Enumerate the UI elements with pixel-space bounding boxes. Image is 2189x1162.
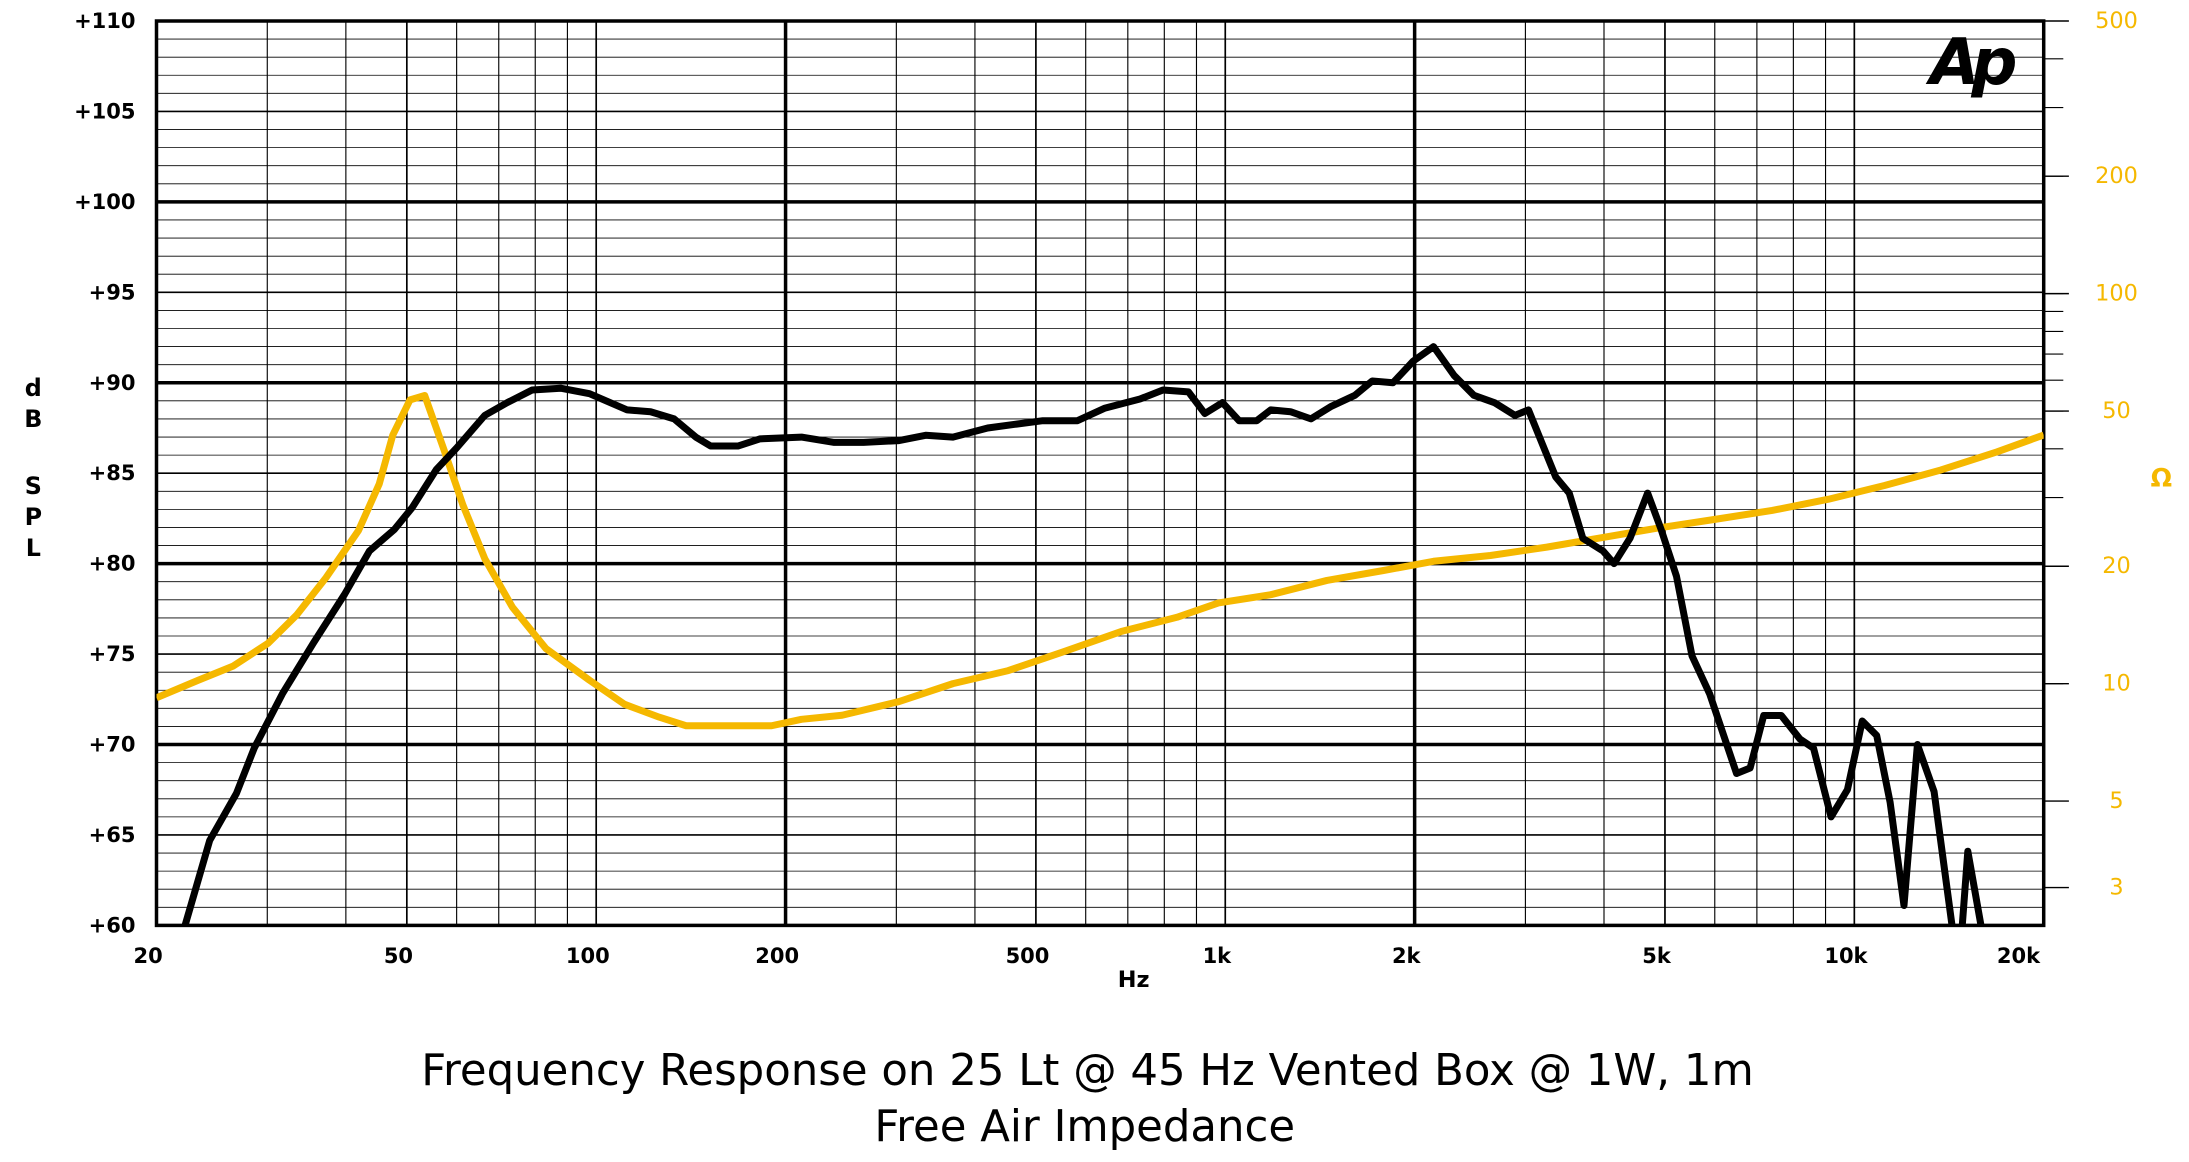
series-line — [156, 392, 2044, 730]
y-tick-label: +100 — [74, 190, 135, 214]
x-tick-label: 5k — [1642, 944, 1672, 968]
y2-tick-label: 5 — [2109, 788, 2123, 814]
x-tick-label: 20k — [1997, 944, 2041, 968]
x-tick-label: 20 — [133, 944, 162, 968]
y2-tick-label: 3 — [2109, 875, 2123, 901]
x-tick-label: 10k — [1824, 944, 1868, 968]
x-tick-label: 1k — [1203, 944, 1233, 968]
y2-tick-label: 200 — [2095, 163, 2138, 189]
y2-tick-label: 50 — [2102, 398, 2131, 424]
series-line — [181, 343, 1985, 926]
y-tick-label: +75 — [89, 642, 136, 666]
y2-tick-label: 500 — [2095, 8, 2138, 34]
x-tick-label: 2k — [1392, 944, 1422, 968]
logo: Ap — [1925, 25, 2015, 100]
y-tick-label: +110 — [74, 9, 135, 33]
y-tick-label: +85 — [89, 461, 136, 485]
y-tick-label: +80 — [89, 552, 136, 576]
y-tick-label: +95 — [89, 280, 136, 304]
y2-axis-label: Ω — [2151, 463, 2172, 492]
x-axis-label: Hz — [1118, 967, 1150, 993]
y2-tick-label: 20 — [2102, 553, 2131, 579]
x-tick-label: 50 — [384, 944, 413, 968]
y-tick-label: +70 — [89, 733, 136, 757]
plot-frame — [154, 19, 2046, 928]
x-tick-label: 200 — [755, 944, 799, 968]
y2-tick-label: 100 — [2095, 281, 2138, 307]
y-tick-label: +65 — [89, 823, 136, 847]
y-tick-label: +60 — [89, 913, 136, 937]
y2-tick-label: 10 — [2102, 671, 2131, 697]
chart-subtitle: Free Air Impedance — [874, 1102, 1295, 1152]
chart-title: Frequency Response on 25 Lt @ 45 Hz Vent… — [421, 1046, 1754, 1096]
x-tick-label: 100 — [566, 944, 610, 968]
y-tick-label: +90 — [89, 371, 136, 395]
y-tick-label: +105 — [74, 99, 135, 123]
x-tick-label: 500 — [1006, 944, 1050, 968]
